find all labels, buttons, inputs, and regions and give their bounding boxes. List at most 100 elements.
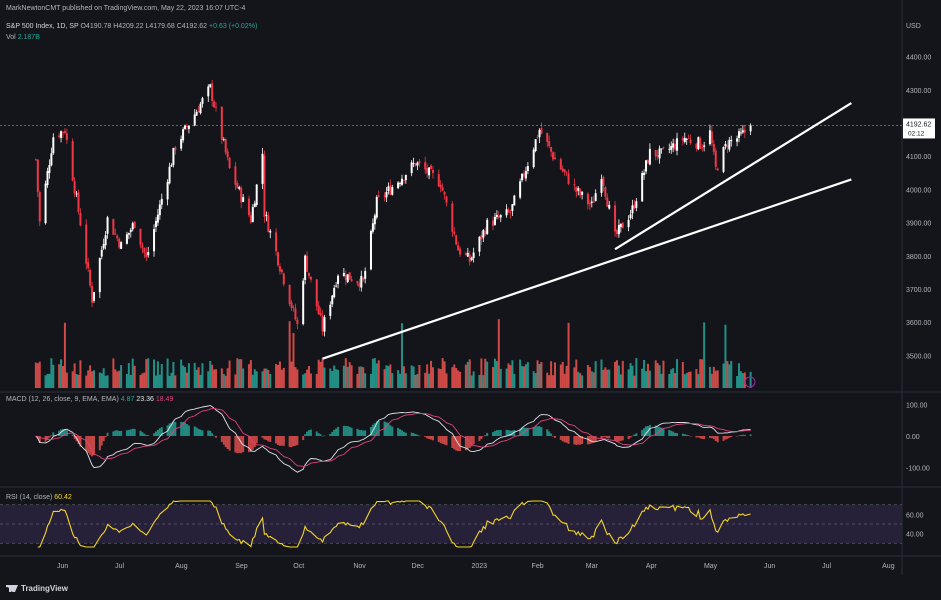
candle-body [410,162,413,174]
candle-body [521,173,524,181]
volume-bar [89,365,92,388]
candle-body [553,157,556,160]
candle-body [627,219,630,228]
candle-body [739,132,742,134]
time-axis-tick: May [704,563,718,570]
candle-body [617,225,620,235]
rsi-axis-tick: 40.00 [906,532,924,539]
volume-bar [106,375,109,388]
macd-histogram-bar [455,436,458,451]
volume-bar [292,333,295,388]
publisher-line: MarkNewtonCMT published on TradingView.c… [6,5,246,12]
volume-bar [439,369,442,388]
price-axis-tick: 3800.00 [906,254,931,261]
volume-bar [445,373,448,388]
volume-bar [321,358,324,388]
volume-bar [668,374,671,388]
volume-bar [546,372,549,388]
tradingview-brand[interactable]: TradingView [6,584,68,593]
candle-body [645,160,648,172]
macd-histogram-bar [114,430,117,436]
trendline [322,178,852,360]
candle-body [158,204,161,216]
volume-group [34,319,752,388]
volume-bar [317,359,320,388]
ohlc-open: 4190.78 [85,23,112,30]
candle-body [635,201,638,208]
macd-histogram-bar [234,436,237,453]
macd-histogram-bar [98,436,101,451]
volume-bar [168,375,171,388]
macd-histogram-bar [38,436,41,443]
candle-body [294,308,297,320]
volume-bar [251,374,254,388]
volume-bar [331,371,334,388]
volume-bar [714,370,717,388]
candle-body [492,220,495,226]
candle-body [172,147,175,166]
volume-bar [236,358,239,388]
volume-bar [224,375,227,388]
volume-bar [534,373,537,388]
macd-axis-tick: -100.00 [906,466,930,473]
volume-bar [699,359,702,388]
candle-body [331,295,334,305]
candle-body [499,214,502,218]
candle-body [391,187,394,195]
volume-bar [722,363,725,388]
volume-value: 2.187B [17,34,40,41]
volume-bar [222,373,225,388]
volume-bar [536,360,539,388]
volume-bar [459,371,462,388]
volume-bar [98,372,101,388]
macd-histogram-bar [197,428,200,436]
volume-bar [739,371,742,388]
macd-histogram-bar [238,436,241,453]
candle-body [63,131,66,133]
macd-histogram-bar [513,429,516,436]
macd-histogram-bar [172,421,175,436]
volume-bar [424,372,427,388]
macd-histogram-bar [182,422,185,436]
candle-body [255,184,258,206]
candle-body [493,216,496,225]
volume-bar [36,363,39,388]
macd-histogram-bar [50,435,53,436]
volume-bar [387,366,390,388]
candle-body [323,317,326,332]
candle-body [180,139,183,149]
macd-histogram-bar [346,426,349,436]
candle-body [383,195,386,197]
macd-histogram-bar [145,434,148,436]
volume-bar [431,367,434,388]
macd-histogram-bar [472,436,475,445]
volume-bar [172,361,175,388]
time-axis-tick: Jun [764,563,775,570]
volume-bar [404,373,407,388]
candle-body [120,242,123,249]
macd-histogram-bar [430,436,433,440]
candle-body [430,165,433,170]
macd-histogram-bar [689,436,692,437]
macd-histogram-bar [615,436,618,442]
candle-body [52,137,55,154]
candle-body [400,178,403,185]
candle-body [58,135,61,138]
volume-bar [400,323,403,388]
currency-label: USD [906,23,921,30]
volume-bar [602,369,605,388]
macd-histogram-bar [255,436,258,444]
macd-histogram-bar [708,436,711,438]
candle-body [540,128,543,134]
volume-bar [50,358,53,388]
candle-body [385,191,388,198]
candle-body [416,162,419,166]
candle-body [546,132,549,142]
symbol-legend: S&P 500 Index, 1D, SP O4190.78 H4209.22 … [6,23,257,30]
candle-body [91,285,94,303]
time-axis-tick: Oct [293,563,304,570]
candle-body [592,201,595,203]
macd-histogram-bar [424,436,427,437]
macd-histogram-bar [168,423,171,436]
